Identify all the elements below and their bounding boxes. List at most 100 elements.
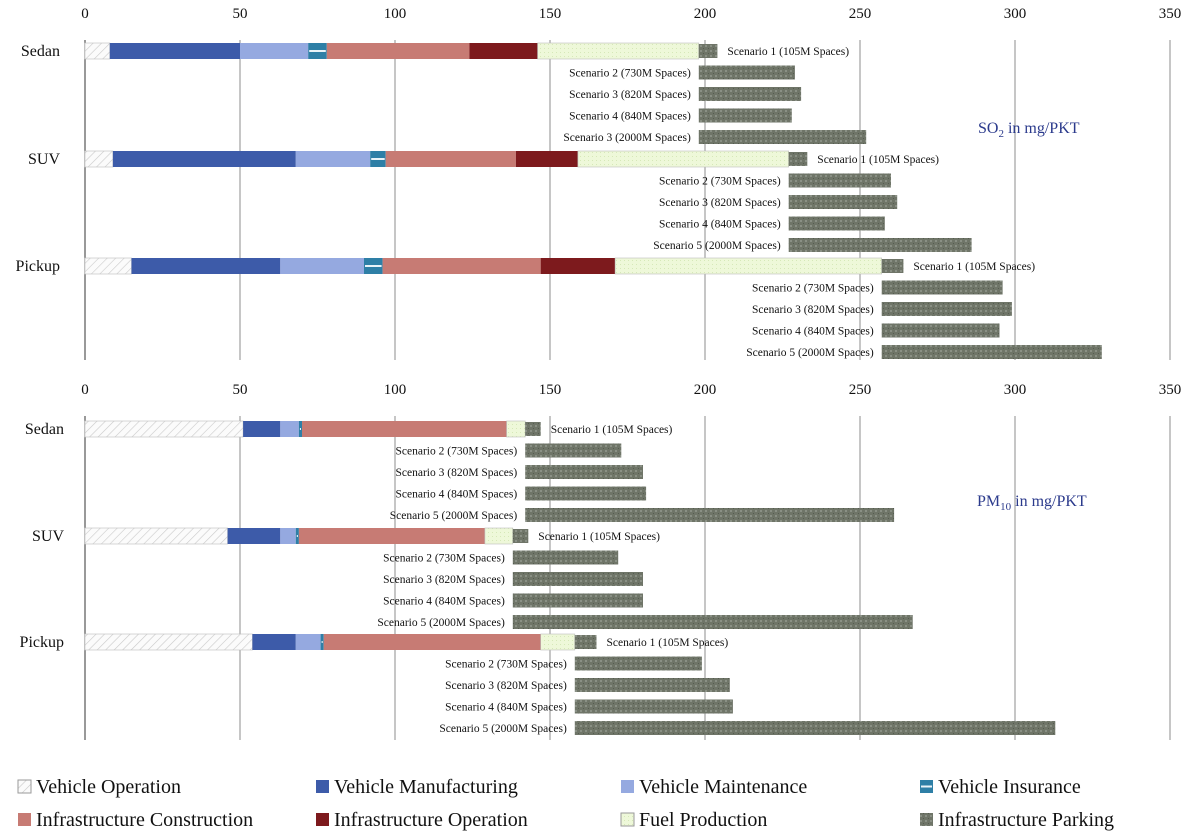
bar-infrastructure-parking <box>881 280 1003 295</box>
bar-infrastructure-parking <box>698 108 792 123</box>
legend-label: Vehicle Operation <box>36 776 181 798</box>
bar-infrastructure-construction <box>385 151 516 167</box>
bar-infrastructure-parking <box>512 572 643 586</box>
category-label: Pickup <box>16 258 60 275</box>
bar-infrastructure-parking <box>574 721 1056 735</box>
bar-infrastructure-parking <box>788 173 891 188</box>
scenario-label: Scenario 5 (2000M Spaces) <box>439 723 567 735</box>
bar-infrastructure-parking <box>574 656 702 671</box>
bar-vehicle-operation <box>84 527 228 545</box>
legend-swatch-vehicle-manufacturing <box>316 780 329 793</box>
bar-infrastructure-parking <box>698 130 867 144</box>
scenario-label: Scenario 4 (840M Spaces) <box>752 326 874 338</box>
bar-vehicle-operation <box>84 150 114 168</box>
bar-fuel-production <box>537 42 700 60</box>
chart-annotation: SO2 in mg/PKT <box>978 120 1080 140</box>
annotation-sub: 10 <box>1000 501 1012 513</box>
category-label: Pickup <box>20 634 64 651</box>
scenario-label: Scenario 2 (730M Spaces) <box>383 553 505 565</box>
bar-vehicle-operation <box>84 257 132 275</box>
x-tick-label: 100 <box>384 6 407 22</box>
scenario-label: Scenario 5 (2000M Spaces) <box>653 240 781 252</box>
scenario-label: Scenario 4 (840M Spaces) <box>445 702 567 714</box>
scenario-label: Scenario 5 (2000M Spaces) <box>390 510 518 522</box>
scenario-label: Scenario 4 (840M Spaces) <box>383 596 505 608</box>
legend-label: Fuel Production <box>639 809 767 831</box>
legend-swatch-infrastructure-parking <box>920 813 933 826</box>
bar-vehicle-operation <box>84 420 244 438</box>
scenario-label: Scenario 3 (820M Spaces) <box>659 197 781 209</box>
legend-label: Infrastructure Parking <box>938 809 1114 831</box>
x-tick-label: 150 <box>539 382 562 398</box>
x-tick-label: 200 <box>694 6 717 22</box>
legend-label: Vehicle Maintenance <box>639 776 807 798</box>
scenario-label: Scenario 4 (840M Spaces) <box>659 219 781 231</box>
bar-vehicle-maintenance <box>280 528 296 544</box>
bar-vehicle-manufacturing <box>252 634 296 650</box>
category-label: SUV <box>32 528 64 545</box>
annotation-main: SO <box>978 120 998 137</box>
legend-label: Vehicle Manufacturing <box>334 776 518 798</box>
scenario-label: Scenario 2 (730M Spaces) <box>569 68 691 80</box>
scenario-label: Scenario 2 (730M Spaces) <box>659 176 781 188</box>
scenario-label: Scenario 1 (105M Spaces) <box>727 46 849 58</box>
bar-vehicle-maintenance <box>240 43 309 59</box>
bar-infrastructure-parking <box>698 44 718 58</box>
x-tick-label: 350 <box>1159 382 1182 398</box>
bar-vehicle-maintenance <box>280 258 364 274</box>
bar-vehicle-manufacturing <box>109 43 240 59</box>
bar-infrastructure-parking <box>788 238 972 252</box>
category-label: Sedan <box>25 421 64 438</box>
bar-infrastructure-operation <box>515 151 578 167</box>
x-tick-label: 150 <box>539 6 562 22</box>
bar-infrastructure-parking <box>574 635 597 649</box>
scenario-label: Scenario 4 (840M Spaces) <box>569 111 691 123</box>
annotation-tail: in mg/PKT <box>1011 493 1087 510</box>
bar-infrastructure-parking <box>525 465 643 479</box>
legend-swatch-infrastructure-construction <box>18 813 31 826</box>
bar-infrastructure-parking <box>881 259 904 273</box>
bar-vehicle-maintenance <box>295 634 321 650</box>
bar-infrastructure-construction <box>302 421 507 437</box>
bar-vehicle-manufacturing <box>227 528 281 544</box>
x-tick-label: 50 <box>233 382 248 398</box>
x-tick-label: 300 <box>1004 6 1027 22</box>
bar-vehicle-maintenance <box>295 151 371 167</box>
scenario-label: Scenario 1 (105M Spaces) <box>913 261 1035 273</box>
scenario-label: Scenario 1 (105M Spaces) <box>551 424 673 436</box>
bar-infrastructure-construction <box>382 258 541 274</box>
bar-vehicle-maintenance <box>280 421 299 437</box>
scenario-label: Scenario 1 (105M Spaces) <box>538 531 660 543</box>
bar-infrastructure-parking <box>881 345 1102 359</box>
chart-annotation: PM10 in mg/PKT <box>977 493 1087 513</box>
x-tick-label: 200 <box>694 382 717 398</box>
x-tick-label: 100 <box>384 382 407 398</box>
bar-infrastructure-operation <box>469 43 538 59</box>
bar-infrastructure-parking <box>788 195 898 209</box>
bar-infrastructure-construction <box>326 43 470 59</box>
scenario-label: Scenario 1 (105M Spaces) <box>607 637 729 649</box>
x-tick-label: 250 <box>849 6 872 22</box>
x-tick-label: 250 <box>849 382 872 398</box>
legend-label: Infrastructure Construction <box>36 809 253 831</box>
scenario-label: Scenario 3 (820M Spaces) <box>383 574 505 586</box>
bar-vehicle-manufacturing <box>243 421 281 437</box>
scenario-label: Scenario 2 (730M Spaces) <box>445 659 567 671</box>
x-tick-label: 0 <box>81 382 89 398</box>
legend-swatch-vehicle-operation <box>17 779 32 794</box>
x-tick-label: 350 <box>1159 6 1182 22</box>
bar-infrastructure-parking <box>525 443 622 458</box>
scenario-label: Scenario 3 (820M Spaces) <box>752 304 874 316</box>
scenario-label: Scenario 3 (2000M Spaces) <box>563 132 691 144</box>
bar-vehicle-manufacturing <box>112 151 296 167</box>
bar-infrastructure-operation <box>540 258 616 274</box>
bar-infrastructure-parking <box>698 65 795 80</box>
bar-infrastructure-parking <box>881 323 1000 338</box>
scenario-label: Scenario 3 (820M Spaces) <box>569 89 691 101</box>
bar-fuel-production <box>506 420 526 438</box>
bar-fuel-production <box>484 527 514 545</box>
bar-infrastructure-parking <box>698 87 802 101</box>
annotation-tail: in mg/PKT <box>1004 120 1080 137</box>
bar-vehicle-operation <box>84 42 111 60</box>
